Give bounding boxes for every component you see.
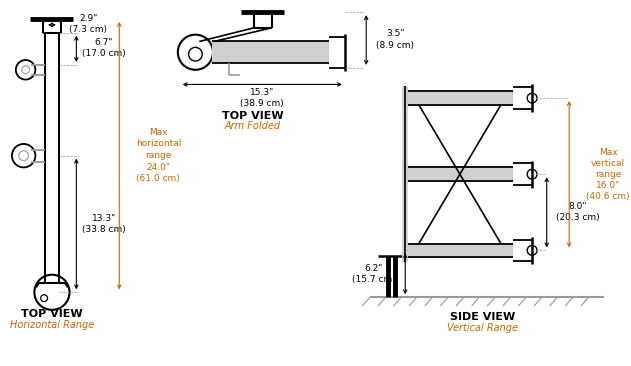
Bar — [407, 91, 512, 105]
Text: SIDE VIEW: SIDE VIEW — [450, 312, 515, 322]
Text: 3.5"
(8.9 cm): 3.5" (8.9 cm) — [377, 30, 415, 49]
Bar — [407, 243, 512, 257]
Text: Vertical Range: Vertical Range — [447, 324, 518, 333]
Text: 15.3"
(38.9 cm): 15.3" (38.9 cm) — [240, 88, 284, 108]
Bar — [407, 167, 512, 181]
Bar — [212, 41, 329, 63]
Text: 6.2"
(15.7 cm): 6.2" (15.7 cm) — [352, 264, 396, 284]
Text: Arm Folded: Arm Folded — [225, 122, 281, 131]
Text: 13.3"
(33.8 cm): 13.3" (33.8 cm) — [82, 214, 126, 234]
Text: 6.7"
(17.0 cm): 6.7" (17.0 cm) — [82, 38, 126, 58]
Text: Horizontal Range: Horizontal Range — [10, 321, 94, 330]
Text: Max
vertical
range
16.0"
(40.6 cm): Max vertical range 16.0" (40.6 cm) — [586, 147, 630, 201]
Text: 8.0"
(20.3 cm): 8.0" (20.3 cm) — [556, 202, 600, 222]
Text: Max
horizontal
range: Max horizontal range — [136, 128, 181, 160]
Text: TOP VIEW: TOP VIEW — [222, 111, 284, 121]
Text: TOP VIEW: TOP VIEW — [21, 309, 83, 319]
Text: 2.9"
(7.3 cm): 2.9" (7.3 cm) — [69, 14, 107, 34]
Text: 24.0"
(61.0 cm): 24.0" (61.0 cm) — [136, 163, 180, 183]
